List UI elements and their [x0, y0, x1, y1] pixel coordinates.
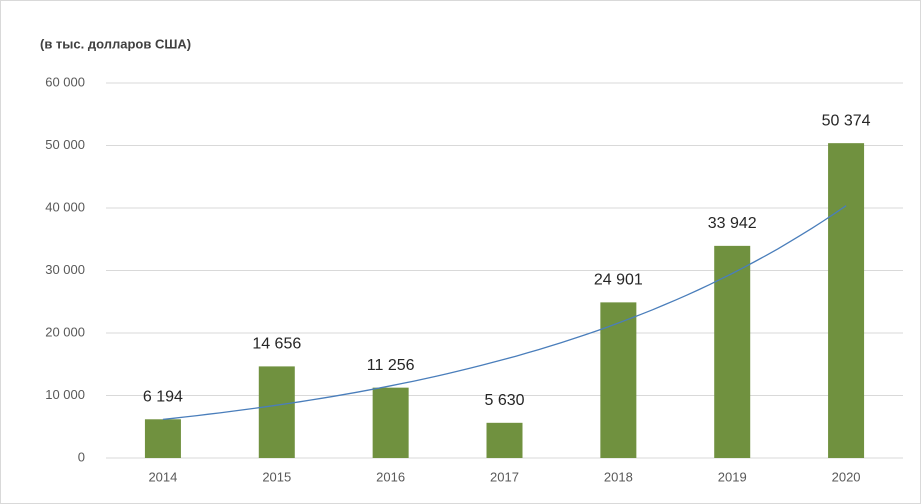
bar — [486, 422, 523, 458]
data-label: 11 256 — [367, 357, 415, 374]
bar — [600, 302, 637, 458]
x-tick-label: 2016 — [376, 469, 405, 484]
data-label: 24 901 — [594, 272, 643, 289]
trendline — [162, 205, 847, 421]
x-tick-label: 2014 — [148, 469, 177, 484]
y-tick-label: 20 000 — [45, 324, 85, 339]
x-tick-label: 2015 — [262, 469, 291, 484]
y-tick-label: 40 000 — [45, 199, 85, 214]
y-tick-label: 50 000 — [45, 137, 85, 152]
data-label: 50 374 — [822, 112, 871, 129]
y-tick-label: 60 000 — [45, 74, 85, 89]
bar — [714, 245, 751, 458]
data-label: 6 194 — [143, 389, 183, 406]
bar — [144, 419, 181, 458]
bar — [372, 387, 409, 458]
y-tick-label: 0 — [78, 449, 85, 464]
y-tick-label: 30 000 — [45, 262, 85, 277]
x-tick-label: 2017 — [490, 469, 519, 484]
bar — [828, 143, 865, 458]
bar — [258, 366, 295, 458]
data-label: 33 942 — [708, 215, 757, 232]
x-tick-label: 2020 — [832, 469, 861, 484]
x-tick-label: 2019 — [718, 469, 747, 484]
data-label: 14 656 — [252, 336, 301, 353]
x-tick-label: 2018 — [604, 469, 633, 484]
chart-title: (в тыс. долларов США) — [40, 36, 191, 51]
data-label: 5 630 — [484, 392, 524, 409]
y-tick-label: 10 000 — [45, 387, 85, 402]
